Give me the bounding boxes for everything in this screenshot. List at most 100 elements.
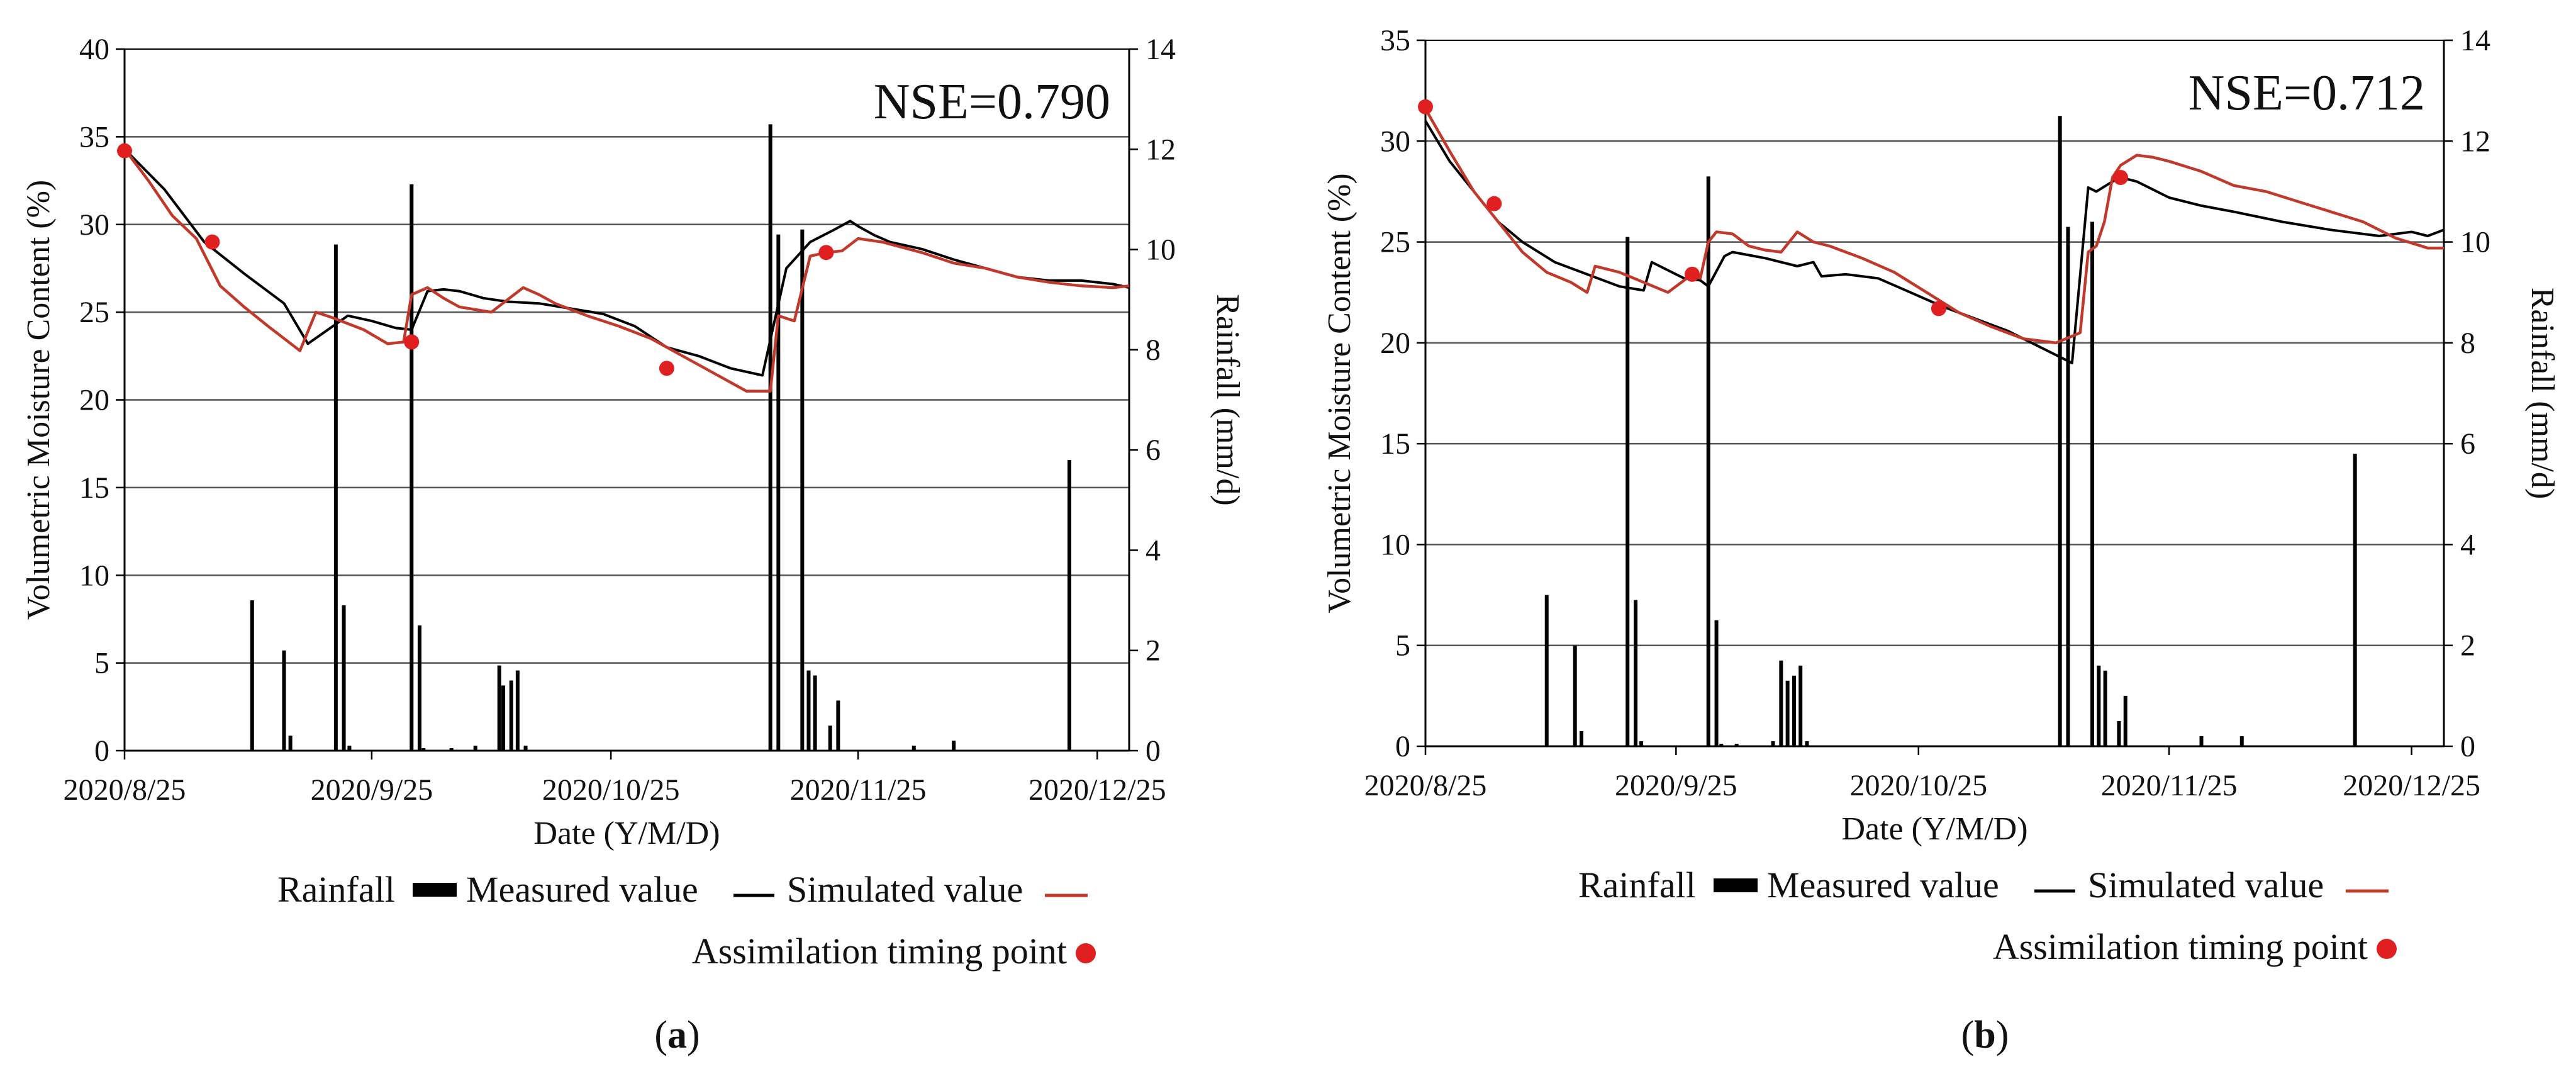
rainfall-bar	[806, 670, 811, 751]
x-axis-title: Date (Y/M/D)	[1841, 811, 2027, 847]
assimilation-point	[2113, 169, 2129, 185]
y-tick-label: 30	[1380, 125, 1410, 158]
y2-tick-label: 6	[2460, 427, 2475, 461]
rainfall-bar	[282, 650, 286, 751]
x-tick-label: 2020/10/25	[542, 773, 680, 807]
x-tick-label: 2020/8/25	[1364, 769, 1487, 802]
rainfall-bar	[1785, 680, 1790, 746]
legend-assimilation-swatch	[1076, 943, 1096, 963]
y2-tick-label: 14	[2460, 24, 2490, 57]
y2-tick-label: 10	[1146, 233, 1176, 267]
rainfall-bar	[2090, 221, 2095, 746]
rainfall-bar	[1798, 665, 1803, 746]
rainfall-bar	[501, 685, 506, 751]
rainfall-bar	[1544, 595, 1549, 746]
y-tick-label: 10	[1380, 528, 1410, 561]
y-tick-label: 25	[1380, 226, 1410, 259]
y2-tick-label: 0	[1146, 734, 1161, 768]
y2-tick-label: 4	[1146, 534, 1161, 567]
panel-label: (b)	[1961, 1014, 2009, 1056]
rainfall-bar	[410, 184, 414, 751]
rainfall-bar	[449, 748, 454, 751]
y2-tick-label: 14	[1146, 33, 1176, 66]
y-tick-label: 0	[1395, 730, 1410, 763]
rainfall-bar	[1067, 460, 1071, 751]
rainfall-bar	[1719, 743, 1724, 746]
legend: Rainfall Measured value Simulated value Ass…	[1578, 865, 2397, 967]
y-tick-label: 30	[79, 208, 109, 242]
y2-axis-title: Rainfall (mm/d)	[1210, 294, 1246, 505]
rainfall-bar	[2066, 227, 2070, 746]
y2-tick-label: 8	[2460, 327, 2475, 360]
rainfall-bar	[1792, 675, 1796, 746]
rainfall-bar	[1779, 660, 1783, 746]
rainfall-bar	[813, 675, 817, 751]
rainfall-bar	[1714, 620, 1719, 746]
rainfall-bar	[2058, 116, 2062, 746]
y-tick-label: 20	[1380, 327, 1410, 360]
y-tick-label: 35	[79, 120, 109, 154]
rainfall-bar	[800, 229, 805, 751]
rainfall-bar	[523, 746, 528, 751]
assimilation-point	[1418, 99, 1433, 115]
x-tick-label: 2020/9/25	[1615, 769, 1737, 802]
rainfall-bar	[1734, 743, 1739, 746]
rainfall-bar	[2123, 695, 2127, 746]
x-tick-label: 2020/12/25	[1029, 773, 1166, 807]
rainfall-bar	[509, 680, 513, 751]
simulated-line	[1424, 108, 2444, 345]
y2-tick-label: 8	[1146, 333, 1161, 367]
rainfall-bar	[828, 726, 832, 751]
y-tick-label: 5	[94, 647, 109, 680]
assimilation-point	[117, 143, 132, 159]
measured-line	[123, 148, 1130, 377]
rainfall-bar	[333, 244, 338, 751]
rainfall-bar	[288, 736, 293, 751]
rainfall-bar	[250, 600, 254, 751]
rainfall-bar	[2353, 454, 2357, 746]
y2-tick-label: 2	[1146, 634, 1161, 668]
assimilation-point	[1486, 196, 1502, 211]
simulated-line	[123, 148, 1130, 393]
rainfall-bar	[347, 746, 352, 751]
y-tick-label: 0	[94, 734, 109, 768]
rainfall-bar	[1573, 645, 1577, 746]
panel-label: (a)	[654, 1014, 700, 1056]
legend-rainfall-swatch	[1714, 878, 1758, 892]
legend-measured-label: Measured value	[466, 869, 698, 910]
legend-rainfall-label: Rainfall	[277, 869, 395, 910]
y-tick-label: 5	[1395, 629, 1410, 663]
x-tick-label: 2020/9/25	[311, 773, 433, 807]
rainfall-bar	[1639, 741, 1644, 746]
y2-axis-title: Rainfall (mm/d)	[2524, 288, 2560, 499]
legend-assimilation-swatch	[2377, 939, 2397, 959]
legend-assimilation-label: Assimilation timing point	[692, 931, 1067, 972]
rainfall-bar	[912, 746, 916, 751]
x-axis-title: Date (Y/M/D)	[533, 815, 720, 851]
x-tick-label: 2020/11/25	[2101, 769, 2238, 802]
rainfall-bar	[421, 748, 426, 751]
rainfall-bar	[2103, 670, 2107, 746]
chart-panel-b: 0 5 10 15 20 25 30 35 0 2 4 6 8 10 12 14 2020/8/25 2020/9…	[1322, 24, 2560, 1056]
y-tick-label: 15	[79, 471, 109, 505]
y-tick-label: 20	[79, 384, 109, 417]
rainfall-bar	[515, 670, 520, 751]
y-tick-label: 25	[79, 296, 109, 329]
rainfall-bar	[2117, 720, 2121, 746]
y-axis-title: Volumetric Moisture Content (%)	[21, 180, 57, 620]
rainfall-bar	[2097, 665, 2101, 746]
rainfall-bar	[952, 741, 956, 751]
nse-annotation: NSE=0.790	[874, 74, 1110, 130]
y2-tick-label: 2	[2460, 629, 2475, 663]
y-tick-label: 15	[1380, 427, 1410, 461]
assimilation-point	[659, 361, 674, 376]
rainfall-bar	[2199, 736, 2204, 746]
rainfall-bar	[473, 746, 477, 751]
legend-rainfall-swatch	[413, 883, 457, 897]
legend-assimilation-label: Assimilation timing point	[1993, 926, 2368, 967]
chart-panel-a: 0 5 10 15 20 25 30 35 40 0 2 4 6 8 10 12 14 2020/8/25 2020…	[21, 33, 1246, 1056]
y2-tick-label: 10	[2460, 226, 2490, 259]
rainfall-bar	[836, 700, 840, 751]
rainfall-bar	[497, 665, 501, 751]
